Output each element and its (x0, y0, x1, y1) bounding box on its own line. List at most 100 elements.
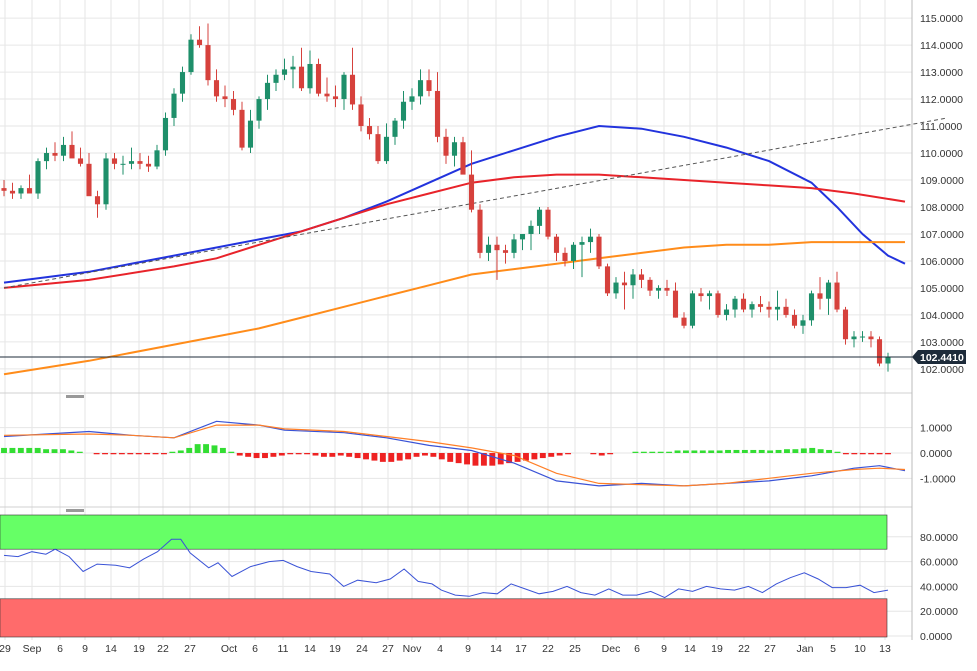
macd-histogram-bar (127, 453, 134, 455)
macd-histogram-bar (447, 453, 454, 462)
macd-histogram-bar (135, 453, 142, 455)
macd-histogram-bar (750, 449, 757, 453)
date-tick-label: 22 (157, 643, 169, 655)
candle-body (307, 63, 313, 89)
date-tick-label: 14 (490, 643, 502, 655)
candle-body (103, 158, 109, 205)
rsi-tick-label: 40.0000 (920, 581, 958, 593)
candle-body (222, 96, 228, 100)
oversold-zone (0, 598, 888, 638)
macd-histogram-bar (363, 453, 369, 460)
candle-body (791, 314, 798, 326)
candle-body (630, 274, 636, 286)
macd-histogram-bar (186, 447, 193, 453)
candle-body (332, 96, 339, 100)
date-tick-label: 27 (184, 643, 196, 655)
macd-histogram-bar (565, 453, 572, 455)
candle-body (145, 163, 152, 167)
candle-body (672, 290, 679, 318)
macd-histogram-bar (236, 453, 243, 456)
candle-body (468, 174, 475, 210)
macd-histogram-bar (422, 453, 428, 456)
candle-body (783, 306, 789, 315)
candle-body (1, 188, 7, 191)
macd-histogram-bar (691, 450, 698, 453)
candle-body (528, 225, 534, 234)
price-pane[interactable] (0, 0, 912, 382)
candle-body (188, 39, 194, 73)
macd-histogram-bar (405, 453, 412, 460)
y-axis-ticks: 115.0000 114.0000 113.0000 112.0000 111.0000… (920, 13, 964, 643)
macd-histogram-bar (144, 453, 151, 455)
candle-body (417, 80, 424, 97)
macd-histogram-bar (388, 453, 395, 462)
macd-histogram-bar (110, 453, 117, 455)
candle-body (383, 136, 390, 162)
macd-histogram-bar (480, 453, 487, 466)
macd-pane[interactable] (0, 400, 912, 500)
date-tick-label: Jan (797, 643, 814, 655)
candle-body (298, 66, 305, 89)
price-tick-label: 112.0000 (920, 94, 963, 106)
price-tick-label: 106.0000 (920, 256, 964, 268)
rsi-tick-label: 0.0000 (920, 631, 952, 643)
date-tick-label: 27 (382, 643, 394, 655)
candle-body (485, 244, 492, 253)
candle-body (655, 287, 662, 291)
macd-histogram-bar (725, 449, 731, 453)
candle-body (290, 66, 296, 70)
candle-body (18, 188, 24, 194)
candle-body (247, 120, 254, 148)
macd-histogram-bar (194, 444, 201, 453)
candle-body (613, 282, 619, 294)
candle-body (86, 163, 92, 197)
candle-body (443, 136, 449, 156)
candle-body (239, 109, 245, 148)
date-tick-label: 14 (684, 643, 696, 655)
price-tick-label: 109.0000 (920, 175, 964, 187)
candle-body (179, 72, 186, 94)
macd-histogram-bar (851, 453, 858, 455)
macd-histogram-bar (211, 445, 218, 453)
macd-histogram-bar (430, 453, 437, 457)
candle-body (842, 309, 849, 340)
candle-body (341, 74, 347, 100)
candle-body (375, 134, 381, 162)
candle-body (647, 279, 653, 291)
resize-handle[interactable] (66, 509, 84, 512)
candle-body (868, 336, 874, 340)
date-tick-label: 6 (57, 643, 63, 655)
macd-histogram-bar (346, 453, 353, 457)
date-tick-label: 14 (105, 643, 117, 655)
macd-histogram-bar (741, 449, 748, 453)
price-tick-label: 115.0000 (920, 13, 963, 25)
macd-histogram-bar (682, 450, 689, 453)
candle-body (553, 236, 560, 253)
macd-histogram-bar (792, 449, 799, 453)
macd-histogram-bar (598, 453, 605, 456)
resize-handle[interactable] (66, 395, 84, 398)
candle-body (596, 236, 602, 267)
candle-body (808, 293, 815, 321)
macd-histogram-bar (539, 453, 546, 459)
sma_slow-line (3, 241, 905, 376)
candle-body (494, 244, 500, 251)
candle-body (587, 236, 594, 243)
macd-histogram-bar (329, 453, 336, 457)
candle-body (230, 99, 237, 110)
candle-body (545, 209, 551, 237)
date-tick-label: 14 (304, 643, 316, 655)
macd-histogram-bar (413, 453, 420, 457)
price-tick-label: 111.0000 (920, 121, 962, 133)
candle-body (256, 99, 262, 121)
macd-histogram-bar (531, 453, 538, 460)
macd-tick-label: 0.0000 (920, 448, 952, 460)
candle-body (834, 282, 840, 310)
rsi-tick-label: 20.0000 (920, 606, 958, 618)
date-tick-label: 27 (764, 643, 776, 655)
macd-histogram-bar (34, 447, 41, 453)
rsi-line (3, 538, 889, 599)
macd-histogram-bar (556, 453, 563, 456)
badge-shape (912, 350, 966, 365)
candle-body (213, 80, 220, 97)
